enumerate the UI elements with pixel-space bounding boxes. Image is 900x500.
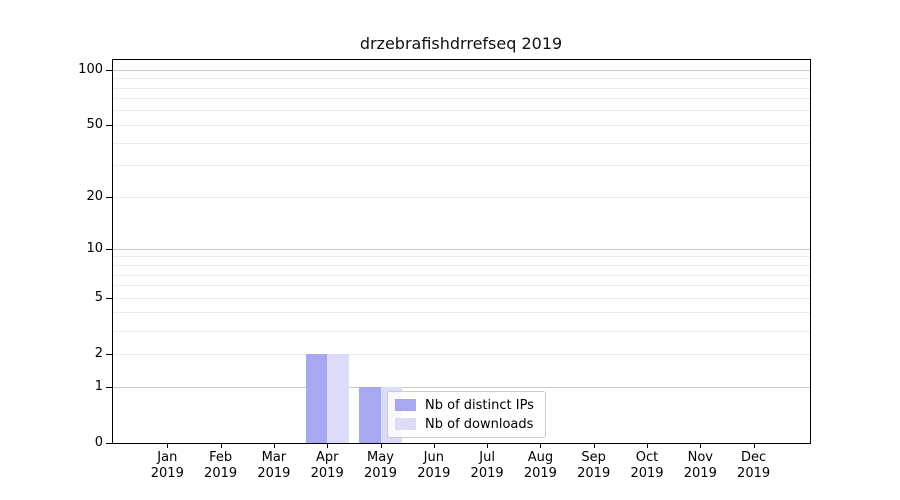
x-tick-label-aug: Aug 2019 (523, 450, 557, 481)
x-tick-label-nov: Nov 2019 (683, 450, 717, 481)
y-tick-label-10: 10 (86, 241, 103, 257)
gridline-minor-70 (112, 98, 810, 100)
y-tick-1 (106, 386, 112, 388)
gridline-minor-7 (112, 274, 810, 276)
x-tick-label-jan: Jan 2019 (150, 450, 184, 481)
x-tick-jul (487, 443, 489, 448)
legend-swatch-downloads (395, 418, 416, 430)
gridline-major-10 (112, 248, 810, 250)
x-tick-jan (167, 443, 169, 448)
y-tick-50 (106, 124, 112, 126)
y-tick-2 (106, 353, 112, 355)
legend-label-distinct-ips: Nb of distinct IPs (425, 397, 534, 413)
x-tick-label-oct: Oct 2019 (630, 450, 664, 481)
gridline-minor-80 (112, 87, 810, 89)
gridline-minor-3 (112, 330, 810, 332)
gridline-minor-30 (112, 165, 810, 167)
legend-swatch-distinct-ips (395, 399, 416, 411)
x-tick-may (380, 443, 382, 448)
y-tick-10 (106, 248, 112, 250)
y-tick-100 (106, 69, 112, 71)
x-tick-label-jun: Jun 2019 (417, 450, 451, 481)
x-tick-sep (593, 443, 595, 448)
legend: Nb of distinct IPs Nb of downloads (387, 391, 546, 438)
x-tick-apr (327, 443, 329, 448)
x-tick-label-apr: Apr 2019 (310, 450, 344, 481)
y-tick-label-100: 100 (78, 62, 103, 78)
y-tick-5 (106, 297, 112, 299)
y-tick-label-20: 20 (86, 189, 103, 205)
x-tick-nov (700, 443, 702, 448)
x-tick-dec (753, 443, 755, 448)
gridline-minor-90 (112, 78, 810, 80)
gridline-minor-2 (112, 353, 810, 355)
y-tick-20 (106, 196, 112, 198)
x-tick-label-jul: Jul 2019 (470, 450, 504, 481)
x-tick-label-feb: Feb 2019 (204, 450, 238, 481)
gridline-minor-40 (112, 142, 810, 144)
y-tick-label-1: 1 (94, 379, 103, 394)
x-tick-label-may: May 2019 (363, 450, 398, 481)
y-tick-label-5: 5 (94, 290, 103, 306)
gridline-minor-4 (112, 312, 810, 314)
legend-label-downloads: Nb of downloads (425, 416, 534, 432)
y-tick-label-2: 2 (94, 346, 103, 362)
gridline-major-1 (112, 386, 810, 388)
gridline-minor-60 (112, 110, 810, 112)
gridline-minor-50 (112, 124, 810, 126)
x-tick-jun (433, 443, 435, 448)
x-tick-aug (540, 443, 542, 448)
x-tick-feb (220, 443, 222, 448)
x-tick-oct (647, 443, 648, 448)
x-tick-label-mar: Mar 2019 (257, 450, 291, 481)
gridline-minor-6 (112, 285, 810, 287)
gridline-minor-5 (112, 297, 810, 299)
y-tick-label-0: 0 (94, 435, 103, 450)
legend-item-distinct-ips: Nb of distinct IPs (395, 397, 537, 413)
bar-distinct-ips-may (359, 387, 381, 443)
y-tick-label-50: 50 (86, 117, 103, 133)
gridline-major-100 (112, 69, 810, 71)
legend-item-downloads: Nb of downloads (395, 416, 537, 432)
plot-area (112, 59, 810, 443)
x-tick-label-dec: Dec 2019 (737, 450, 771, 481)
chart-title: drzebrafishdrrefseq 2019 (359, 34, 563, 53)
gridline-minor-8 (112, 265, 810, 266)
y-tick-0 (106, 442, 112, 444)
gridline-minor-9 (112, 256, 810, 258)
gridline-minor-20 (112, 196, 810, 198)
bar-distinct-ips-apr (305, 354, 328, 443)
x-tick-mar (273, 443, 275, 448)
bar-downloads-apr (327, 354, 349, 443)
x-tick-label-sep: Sep 2019 (577, 450, 611, 481)
